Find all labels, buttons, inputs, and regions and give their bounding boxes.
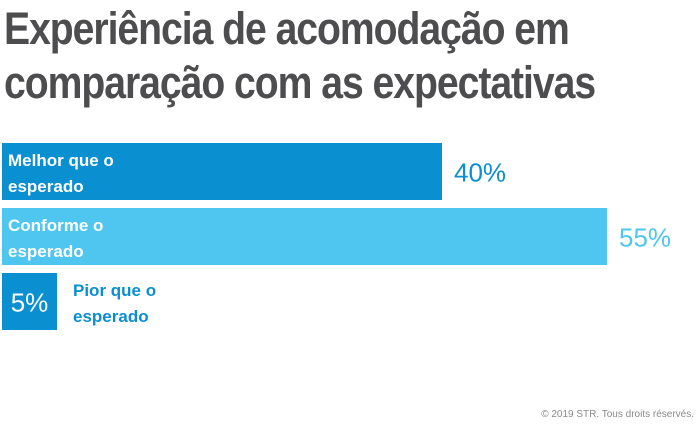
- bar-3-category-label-line-1: Pior que o: [73, 281, 156, 300]
- bar-2-category-label-line-2: esperado: [8, 242, 84, 261]
- bar-3-value-label: 5%: [11, 288, 49, 318]
- bar-2: [2, 208, 607, 265]
- chart-title-line-2: comparação com as expectativas: [4, 57, 596, 108]
- copyright-footer: © 2019 STR. Tous droits réservés.: [541, 409, 694, 420]
- bar-1-category-label-line-1: Melhor que o: [8, 151, 114, 170]
- bar-3-category-label-line-2: esperado: [73, 307, 149, 326]
- bar-1-category-label-line-2: esperado: [8, 177, 84, 196]
- bar-2-value-label: 55%: [619, 223, 671, 253]
- bar-1-value-label: 40%: [454, 158, 506, 188]
- chart-title: Experiência de acomodação em comparação …: [4, 2, 604, 110]
- bar-1: [2, 143, 442, 200]
- bar-2-category-label-line-1: Conforme o: [8, 216, 103, 235]
- bar-3: [2, 273, 57, 330]
- chart-title-line-1: Experiência de acomodação em: [4, 3, 570, 54]
